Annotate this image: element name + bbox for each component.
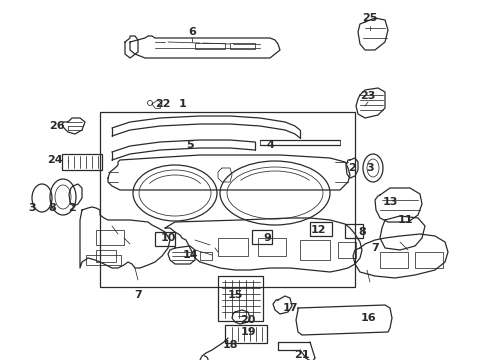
Text: 20: 20 — [240, 315, 256, 325]
Text: 18: 18 — [222, 340, 238, 350]
Text: 9: 9 — [263, 233, 271, 243]
Bar — [230, 43, 255, 49]
Text: 11: 11 — [397, 215, 413, 225]
Bar — [218, 276, 263, 321]
Bar — [100, 112, 355, 287]
Text: 8: 8 — [48, 203, 56, 213]
Text: 10: 10 — [160, 233, 176, 243]
Text: 5: 5 — [186, 140, 194, 150]
Text: 13: 13 — [382, 197, 398, 207]
Bar — [415, 252, 443, 268]
Bar — [96, 230, 124, 245]
Text: 4: 4 — [266, 140, 274, 150]
Text: 26: 26 — [49, 121, 65, 131]
Bar — [96, 250, 116, 262]
Bar — [155, 232, 175, 246]
Text: 23: 23 — [360, 91, 376, 101]
Bar — [310, 222, 332, 236]
Text: 16: 16 — [360, 313, 376, 323]
Text: 1: 1 — [179, 99, 187, 109]
Text: 22: 22 — [155, 99, 171, 109]
Text: 3: 3 — [28, 203, 36, 213]
Bar — [252, 230, 272, 244]
Text: 7: 7 — [134, 290, 142, 300]
Text: 14: 14 — [182, 250, 198, 260]
Bar — [380, 252, 408, 268]
Bar — [225, 325, 267, 343]
Bar — [200, 252, 212, 260]
Bar — [338, 242, 356, 258]
Bar — [345, 224, 363, 238]
Text: 12: 12 — [310, 225, 326, 235]
Bar — [195, 43, 225, 49]
Text: 25: 25 — [362, 13, 378, 23]
Text: 8: 8 — [358, 227, 366, 237]
Bar — [258, 238, 286, 256]
Bar — [86, 255, 121, 265]
Text: 2: 2 — [68, 203, 76, 213]
Text: 17: 17 — [282, 303, 298, 313]
Text: 21: 21 — [294, 350, 310, 360]
Text: 24: 24 — [47, 155, 63, 165]
Bar — [300, 240, 330, 260]
Text: 19: 19 — [240, 327, 256, 337]
Text: 15: 15 — [227, 290, 243, 300]
Text: 6: 6 — [188, 27, 196, 37]
Text: 7: 7 — [371, 243, 379, 253]
Bar — [62, 154, 102, 170]
Text: 3: 3 — [366, 163, 374, 173]
Bar — [218, 238, 248, 256]
Text: 2: 2 — [348, 163, 356, 173]
